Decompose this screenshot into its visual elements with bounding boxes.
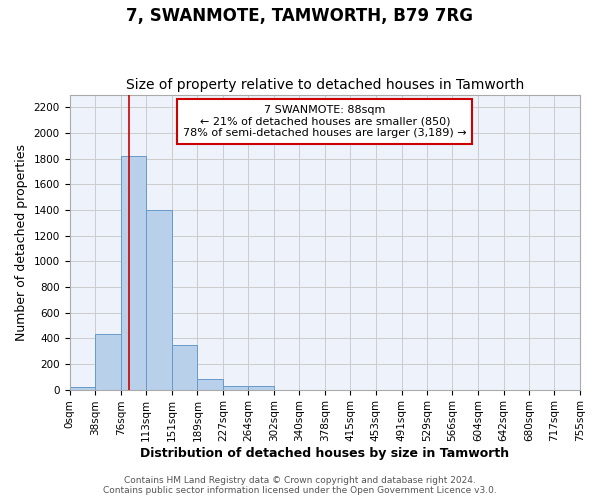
Bar <box>172 344 197 390</box>
Bar <box>95 334 121 390</box>
Bar <box>197 380 223 390</box>
Bar <box>121 156 146 390</box>
Y-axis label: Number of detached properties: Number of detached properties <box>15 144 28 340</box>
Bar <box>223 386 248 390</box>
Text: 7, SWANMOTE, TAMWORTH, B79 7RG: 7, SWANMOTE, TAMWORTH, B79 7RG <box>127 8 473 26</box>
Text: 7 SWANMOTE: 88sqm
← 21% of detached houses are smaller (850)
78% of semi-detache: 7 SWANMOTE: 88sqm ← 21% of detached hous… <box>183 105 467 138</box>
Bar <box>70 387 95 390</box>
X-axis label: Distribution of detached houses by size in Tamworth: Distribution of detached houses by size … <box>140 447 509 460</box>
Bar <box>248 386 274 390</box>
Bar <box>146 210 172 390</box>
Title: Size of property relative to detached houses in Tamworth: Size of property relative to detached ho… <box>125 78 524 92</box>
Text: Contains HM Land Registry data © Crown copyright and database right 2024.
Contai: Contains HM Land Registry data © Crown c… <box>103 476 497 495</box>
